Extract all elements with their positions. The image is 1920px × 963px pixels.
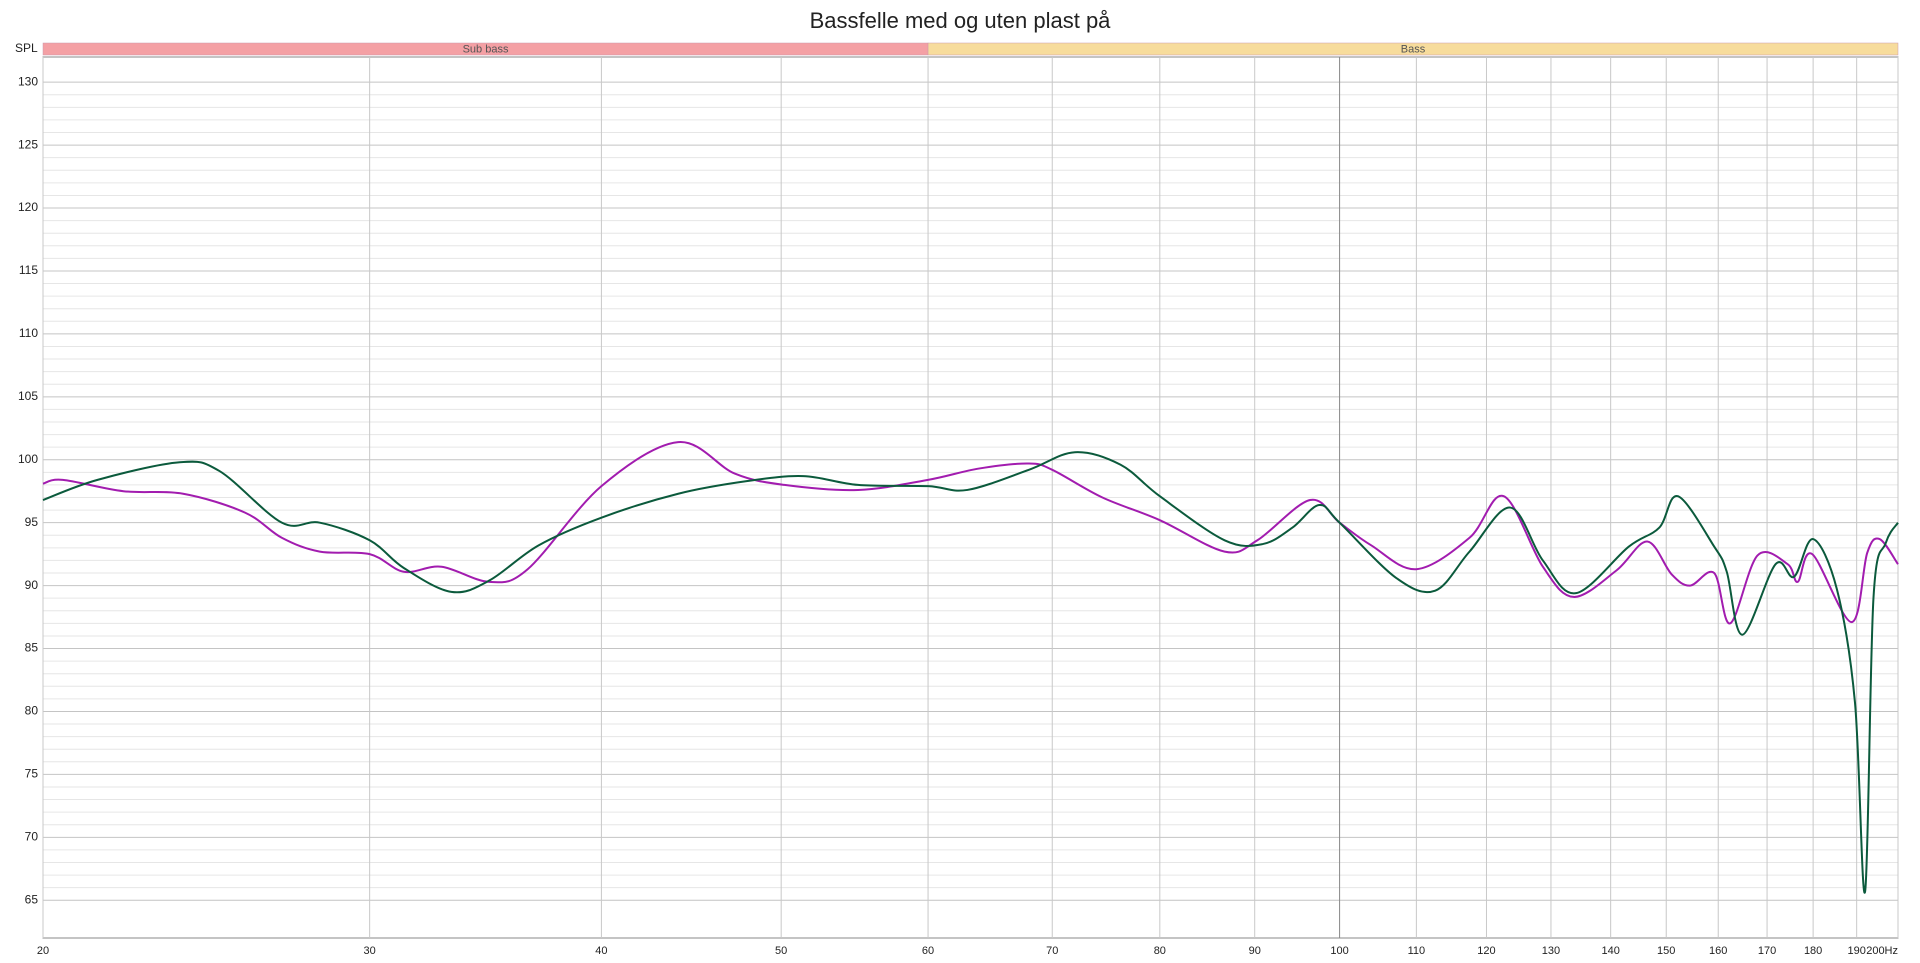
x-tick-label: 30 [364,945,376,957]
x-tick-label: 60 [922,945,934,957]
x-tick-label: 200Hz [1866,945,1898,957]
x-tick-label: 190 [1847,945,1865,957]
x-tick-label: 140 [1601,945,1619,957]
y-tick-label: 110 [19,326,38,340]
y-tick-label: 130 [18,74,38,88]
x-tick-label: 170 [1758,945,1776,957]
y-tick-label: 120 [18,200,38,214]
y-axis-label: SPL [15,41,38,55]
y-tick-label: 80 [25,704,39,718]
y-tick-label: 90 [25,578,39,592]
x-tick-label: 130 [1542,945,1560,957]
y-tick-label: 65 [25,892,39,906]
x-tick-label: 40 [595,945,607,957]
x-tick-label: 160 [1709,945,1727,957]
x-tick-label: 20 [37,945,49,957]
x-tick-label: 120 [1477,945,1495,957]
band-label: Sub bass [463,43,509,55]
x-tick-label: 50 [775,945,787,957]
y-tick-label: 85 [25,641,39,655]
series-line [42,451,1899,894]
band-label: Bass [1401,43,1426,55]
band [927,42,1899,56]
x-tick-label: 180 [1804,945,1822,957]
y-tick-label: 105 [18,389,38,403]
x-tick-label: 110 [1408,945,1426,957]
y-tick-label: 95 [25,515,39,529]
x-tick-label: 90 [1249,945,1261,957]
series-line [42,441,1899,625]
y-tick-label: 75 [25,767,39,781]
x-tick-label: 100 [1330,945,1348,957]
y-tick-label: 125 [18,137,38,151]
chart-title: Bassfelle med og uten plast på [810,8,1112,33]
x-tick-label: 80 [1154,945,1166,957]
y-tick-label: 100 [18,452,38,466]
y-tick-label: 115 [19,263,38,277]
x-tick-label: 70 [1046,945,1058,957]
y-tick-label: 70 [25,829,39,843]
x-tick-label: 150 [1657,945,1675,957]
